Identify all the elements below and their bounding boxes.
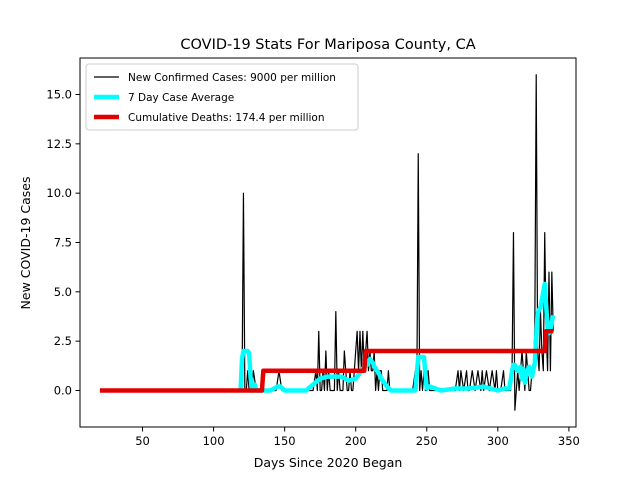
x-tick-label: 150 xyxy=(274,434,296,448)
y-tick-label: 10.0 xyxy=(46,186,72,200)
x-tick-label: 100 xyxy=(203,434,225,448)
x-axis-label: Days Since 2020 Began xyxy=(254,455,403,470)
x-tick-label: 50 xyxy=(135,434,150,448)
x-tick-label: 250 xyxy=(416,434,438,448)
y-tick-label: 2.5 xyxy=(54,334,72,348)
legend-label-1: 7 Day Case Average xyxy=(128,92,234,104)
x-tick-label: 200 xyxy=(345,434,367,448)
y-tick-label: 12.5 xyxy=(46,137,72,151)
y-tick-label: 15.0 xyxy=(46,88,72,102)
series-line-2 xyxy=(99,329,554,393)
legend-label-2: Cumulative Deaths: 174.4 per million xyxy=(128,112,325,124)
x-tick-label: 300 xyxy=(487,434,509,448)
chart-title: COVID-19 Stats For Mariposa County, CA xyxy=(180,37,475,53)
y-axis-label: New COVID-19 Cases xyxy=(18,177,33,310)
y-tick-label: 7.5 xyxy=(54,236,72,250)
y-tick-label: 5.0 xyxy=(54,285,72,299)
legend-box xyxy=(85,63,359,131)
y-tick-label: 0.0 xyxy=(54,383,72,397)
x-tick-label: 350 xyxy=(558,434,580,448)
legend-label-0: New Confirmed Cases: 9000 per million xyxy=(128,72,336,84)
